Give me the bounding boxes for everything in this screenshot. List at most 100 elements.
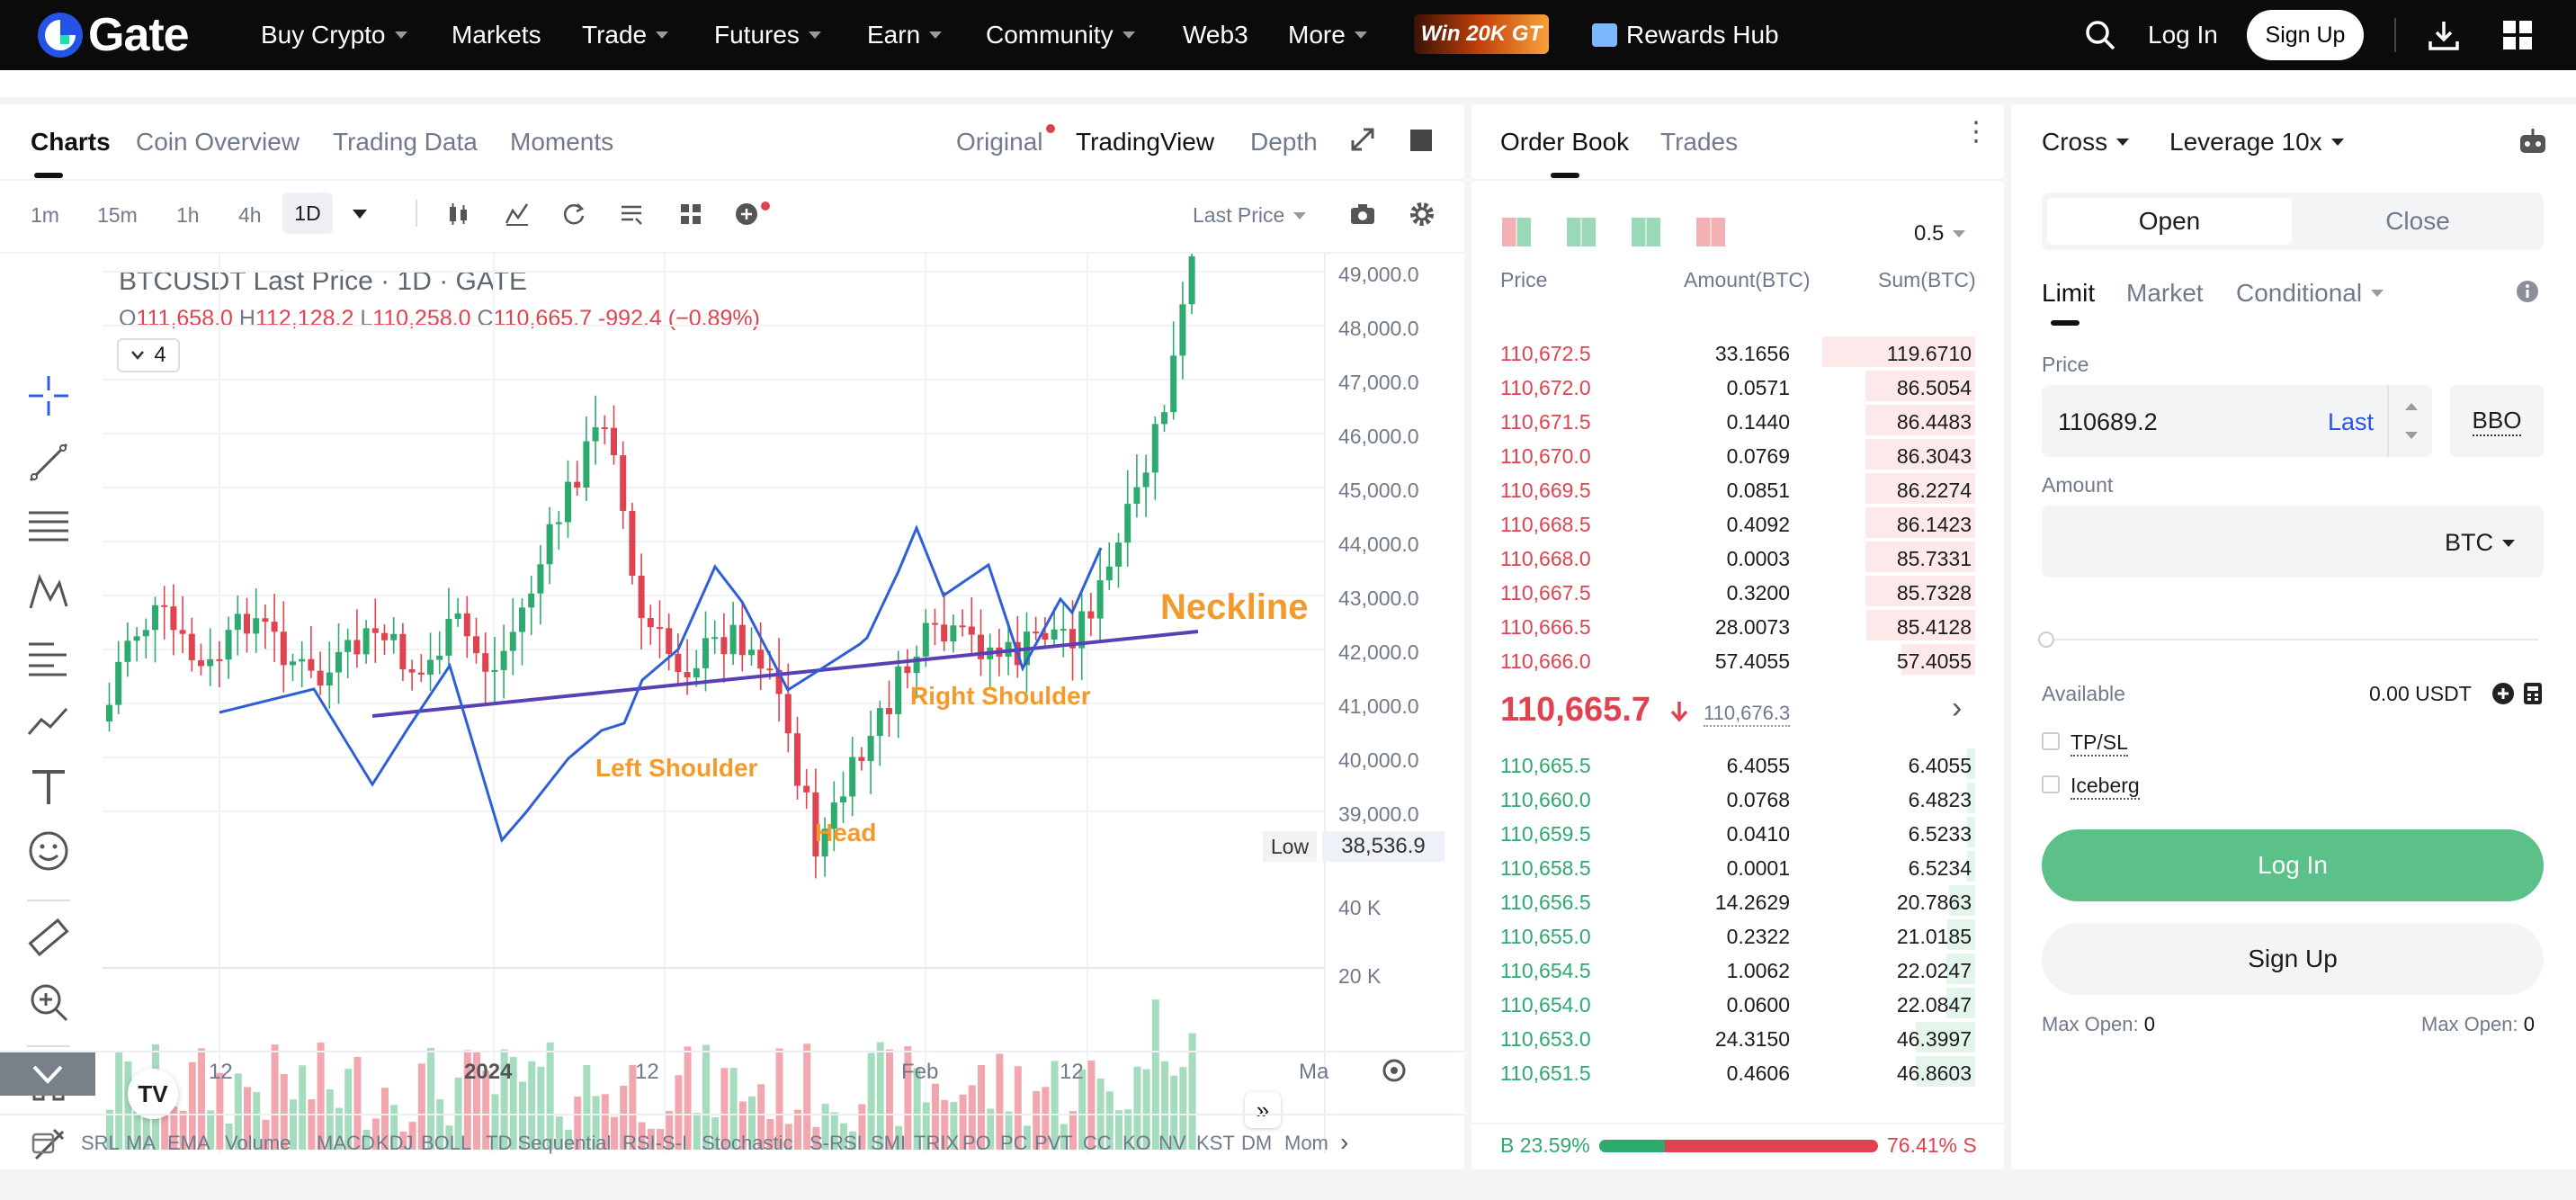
- orderbook-row[interactable]: 110,672.5 33.1656 119.6710: [1498, 335, 1975, 369]
- camera-icon[interactable]: [1349, 201, 1376, 227]
- indicator-item[interactable]: DM: [1241, 1132, 1273, 1154]
- text-tool-icon[interactable]: [27, 765, 70, 808]
- candle-type-icon[interactable]: [446, 201, 471, 227]
- replay-icon[interactable]: [561, 201, 586, 227]
- nav-more[interactable]: More: [1288, 0, 1367, 70]
- interval-1h[interactable]: 1h: [176, 203, 200, 227]
- nav-rewards-hub[interactable]: Rewards Hub: [1592, 0, 1779, 70]
- layout-bids-only-icon[interactable]: [1632, 218, 1660, 246]
- tab-coin-overview[interactable]: Coin Overview: [136, 128, 300, 156]
- multi-chart-icon[interactable]: [678, 201, 703, 227]
- indicator-item[interactable]: PC: [1000, 1132, 1028, 1154]
- scroll-to-latest-button[interactable]: »: [1245, 1092, 1281, 1128]
- layout-both-icon[interactable]: [1502, 218, 1531, 246]
- promo-banner[interactable]: Win 20K GT: [1414, 14, 1549, 54]
- indicator-item[interactable]: SMI: [871, 1132, 907, 1154]
- layout-asks-icon[interactable]: [1696, 218, 1725, 246]
- slider-handle[interactable]: [2038, 631, 2054, 648]
- tradingview-logo[interactable]: TV: [128, 1069, 178, 1119]
- nav-web3[interactable]: Web3: [1183, 0, 1248, 70]
- transfer-add-icon[interactable]: [2491, 682, 2515, 705]
- orderbook-row[interactable]: 110,653.0 24.3150 46.3997: [1498, 1020, 1975, 1054]
- nav-markets[interactable]: Markets: [452, 0, 541, 70]
- orderbook-row[interactable]: 110,660.0 0.0768 6.4823: [1498, 781, 1975, 815]
- indicator-item[interactable]: KDJ: [376, 1132, 414, 1154]
- layout-bids-icon[interactable]: [1567, 218, 1596, 246]
- indicator-item[interactable]: BOLL: [421, 1132, 472, 1154]
- brush-icon[interactable]: [27, 700, 70, 743]
- layout-icon[interactable]: [1410, 130, 1432, 151]
- margin-mode-selector[interactable]: Cross: [2042, 128, 2130, 157]
- leverage-selector[interactable]: Leverage 10x: [2169, 128, 2344, 157]
- indicator-item[interactable]: Mom: [1284, 1132, 1328, 1154]
- view-original[interactable]: Original: [956, 128, 1043, 156]
- indicator-item[interactable]: CC: [1083, 1132, 1112, 1154]
- close-tab[interactable]: Close: [2385, 207, 2450, 235]
- tpsl-checkbox[interactable]: [2042, 732, 2060, 750]
- info-icon[interactable]: [2515, 279, 2540, 304]
- indicator-item[interactable]: PO: [962, 1132, 991, 1154]
- indicator-item[interactable]: Volume: [225, 1132, 291, 1154]
- price-input[interactable]: 110689.2 Last: [2042, 385, 2432, 457]
- decrement-icon[interactable]: [2405, 432, 2418, 439]
- indicator-item[interactable]: Stochastic: [702, 1132, 793, 1154]
- price-type-selector[interactable]: Last Price: [1193, 203, 1307, 228]
- interval-1m[interactable]: 1m: [31, 203, 59, 227]
- lock-drawings-icon[interactable]: [27, 1123, 70, 1166]
- indicator-item[interactable]: TD Sequential: [486, 1132, 612, 1154]
- price-chart[interactable]: [103, 254, 1344, 1153]
- indicator-item[interactable]: S-RSI: [809, 1132, 863, 1154]
- orderbook-row[interactable]: 110,670.0 0.0769 86.3043: [1498, 437, 1975, 471]
- nav-buy-crypto[interactable]: Buy Crypto: [261, 0, 407, 70]
- template-icon[interactable]: [619, 201, 644, 227]
- interval-dropdown-icon[interactable]: [353, 210, 367, 219]
- apps-grid-icon[interactable]: [2500, 18, 2535, 52]
- search-icon[interactable]: [2083, 18, 2117, 52]
- legend-collapse-toggle[interactable]: 4: [117, 338, 180, 372]
- fib-retracement-icon[interactable]: [27, 506, 70, 549]
- indicator-item[interactable]: TRIX: [914, 1132, 960, 1154]
- zoom-in-icon[interactable]: [27, 981, 70, 1024]
- orderbook-row[interactable]: 110,659.5 0.0410 6.5233: [1498, 815, 1975, 849]
- amount-input[interactable]: BTC: [2042, 506, 2544, 578]
- add-indicator-icon[interactable]: [734, 201, 761, 228]
- orderbook-row[interactable]: 110,654.0 0.0600 22.0847: [1498, 986, 1975, 1020]
- orderbook-row[interactable]: 110,656.5 14.2629 20.7863: [1498, 883, 1975, 918]
- order-type-market[interactable]: Market: [2126, 279, 2204, 307]
- signup-button[interactable]: Sign Up: [2247, 10, 2364, 60]
- increment-icon[interactable]: [2405, 403, 2418, 410]
- indicator-item[interactable]: KST: [1196, 1132, 1235, 1154]
- orderbook-row[interactable]: 110,668.0 0.0003 85.7331: [1498, 540, 1975, 574]
- ruler-icon[interactable]: [27, 916, 70, 959]
- login-button[interactable]: Log In: [2042, 829, 2544, 901]
- indicator-item[interactable]: MACD: [317, 1132, 375, 1154]
- view-tradingview[interactable]: TradingView: [1076, 128, 1215, 156]
- expand-icon[interactable]: [1349, 126, 1376, 153]
- open-tab[interactable]: Open: [2047, 198, 2292, 245]
- indicator-item[interactable]: MA: [126, 1132, 156, 1154]
- precision-selector[interactable]: 0.5: [1914, 221, 1966, 246]
- nav-futures[interactable]: Futures: [714, 0, 821, 70]
- pattern-icon[interactable]: [27, 570, 70, 613]
- trend-line-icon[interactable]: [27, 441, 70, 484]
- order-type-limit[interactable]: Limit: [2042, 279, 2096, 307]
- signup-button-trade[interactable]: Sign Up: [2042, 923, 2544, 995]
- iceberg-checkbox[interactable]: [2042, 775, 2060, 793]
- crosshair-icon[interactable]: [27, 374, 70, 417]
- orderbook-row[interactable]: 110,654.5 1.0062 22.0247: [1498, 952, 1975, 986]
- tab-trading-data[interactable]: Trading Data: [333, 128, 478, 156]
- interval-4h[interactable]: 4h: [238, 203, 262, 227]
- chevron-right-icon[interactable]: ›: [1952, 691, 1963, 725]
- orderbook-row[interactable]: 110,667.5 0.3200 85.7328: [1498, 574, 1975, 608]
- orderbook-row[interactable]: 110,672.0 0.0571 86.5054: [1498, 369, 1975, 403]
- chevron-right-icon[interactable]: ›: [1340, 1128, 1349, 1156]
- interval-1d[interactable]: 1D: [282, 193, 333, 234]
- indicator-item[interactable]: NV: [1158, 1132, 1186, 1154]
- order-type-conditional[interactable]: Conditional: [2236, 279, 2384, 308]
- calendar-icon[interactable]: [31, 1130, 56, 1155]
- settings-gear-icon[interactable]: [1409, 201, 1436, 228]
- orderbook-row[interactable]: 110,668.5 0.4092 86.1423: [1498, 506, 1975, 540]
- indicator-item[interactable]: KO: [1123, 1132, 1151, 1154]
- tab-order-book[interactable]: Order Book: [1500, 128, 1630, 156]
- tab-charts[interactable]: Charts: [31, 128, 111, 156]
